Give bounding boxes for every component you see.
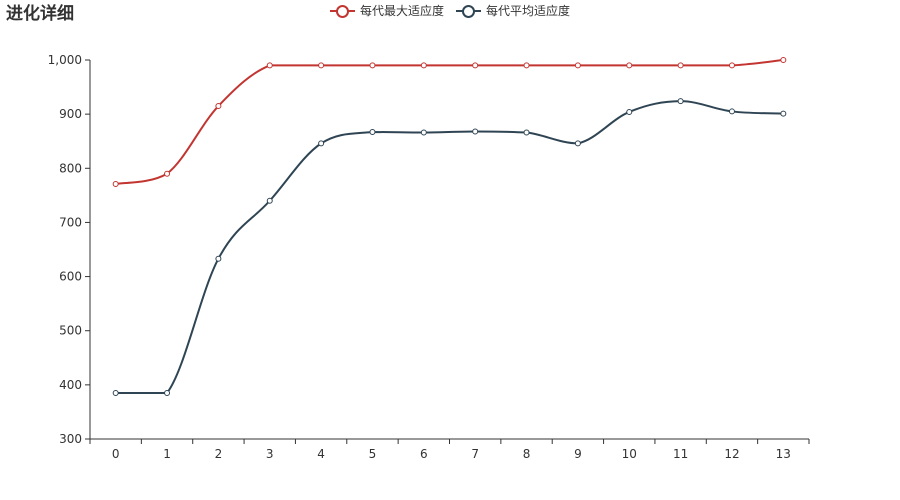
data-point[interactable] (780, 57, 787, 63)
x-tick-label: 1 (163, 447, 171, 461)
data-point[interactable] (472, 62, 479, 69)
x-tick-label: 8 (523, 447, 531, 461)
legend-swatch-max-icon (329, 4, 355, 18)
x-tick-label: 0 (112, 447, 120, 461)
x-tick-label: 13 (776, 447, 791, 461)
data-point[interactable] (472, 128, 479, 135)
legend-label-max: 每代最大适应度 (359, 4, 444, 18)
y-tick-label: 900 (59, 107, 82, 121)
x-tick-label: 12 (724, 447, 739, 461)
data-point[interactable] (728, 108, 735, 115)
data-point[interactable] (369, 62, 376, 69)
data-point[interactable] (318, 140, 325, 147)
y-tick-label: 300 (59, 432, 82, 446)
data-point[interactable] (626, 108, 633, 115)
data-point[interactable] (112, 389, 119, 396)
data-point[interactable] (215, 103, 222, 110)
data-point[interactable] (266, 62, 273, 69)
legend-item-max[interactable]: 每代最大适应度 (329, 3, 444, 19)
data-point[interactable] (574, 62, 581, 69)
x-tick-label: 2 (215, 447, 223, 461)
legend: 每代最大适应度 每代平均适应度 (0, 3, 900, 19)
data-point[interactable] (266, 197, 273, 204)
data-point[interactable] (677, 98, 684, 105)
data-point[interactable] (523, 129, 530, 136)
data-point[interactable] (369, 129, 376, 136)
y-tick-label: 700 (59, 215, 82, 229)
data-point[interactable] (574, 140, 581, 147)
chart-title: 进化详细 (6, 4, 74, 24)
y-tick-label: 500 (59, 324, 82, 338)
x-tick-label: 11 (673, 447, 688, 461)
y-tick-label: 600 (59, 270, 82, 284)
y-tick-label: 1,000 (48, 53, 82, 67)
data-point[interactable] (780, 110, 787, 117)
x-tick-label: 10 (622, 447, 637, 461)
x-tick-label: 3 (266, 447, 274, 461)
data-point[interactable] (420, 129, 427, 136)
series-layer (112, 57, 787, 396)
data-point[interactable] (677, 62, 684, 69)
legend-swatch-avg-icon (456, 4, 481, 18)
x-tick-label: 4 (317, 447, 325, 461)
x-tick-label: 7 (471, 447, 479, 461)
data-point[interactable] (164, 170, 171, 177)
legend-label-avg: 每代平均适应度 (486, 4, 571, 18)
data-point[interactable] (626, 62, 633, 69)
x-tick-label: 5 (369, 447, 377, 461)
y-tick-label: 400 (59, 378, 82, 392)
x-tick-label: 9 (574, 447, 582, 461)
data-point[interactable] (728, 62, 735, 69)
y-tick-label: 800 (59, 161, 82, 175)
series-line-1 (115, 100, 784, 394)
data-point[interactable] (215, 255, 222, 262)
data-point[interactable] (112, 180, 119, 187)
series-line-0 (115, 59, 784, 185)
data-point[interactable] (164, 389, 171, 396)
data-point[interactable] (523, 62, 530, 69)
legend-item-avg[interactable]: 每代平均适应度 (456, 3, 570, 19)
data-point[interactable] (420, 62, 427, 69)
x-tick-label: 6 (420, 447, 428, 461)
data-point[interactable] (318, 62, 325, 69)
